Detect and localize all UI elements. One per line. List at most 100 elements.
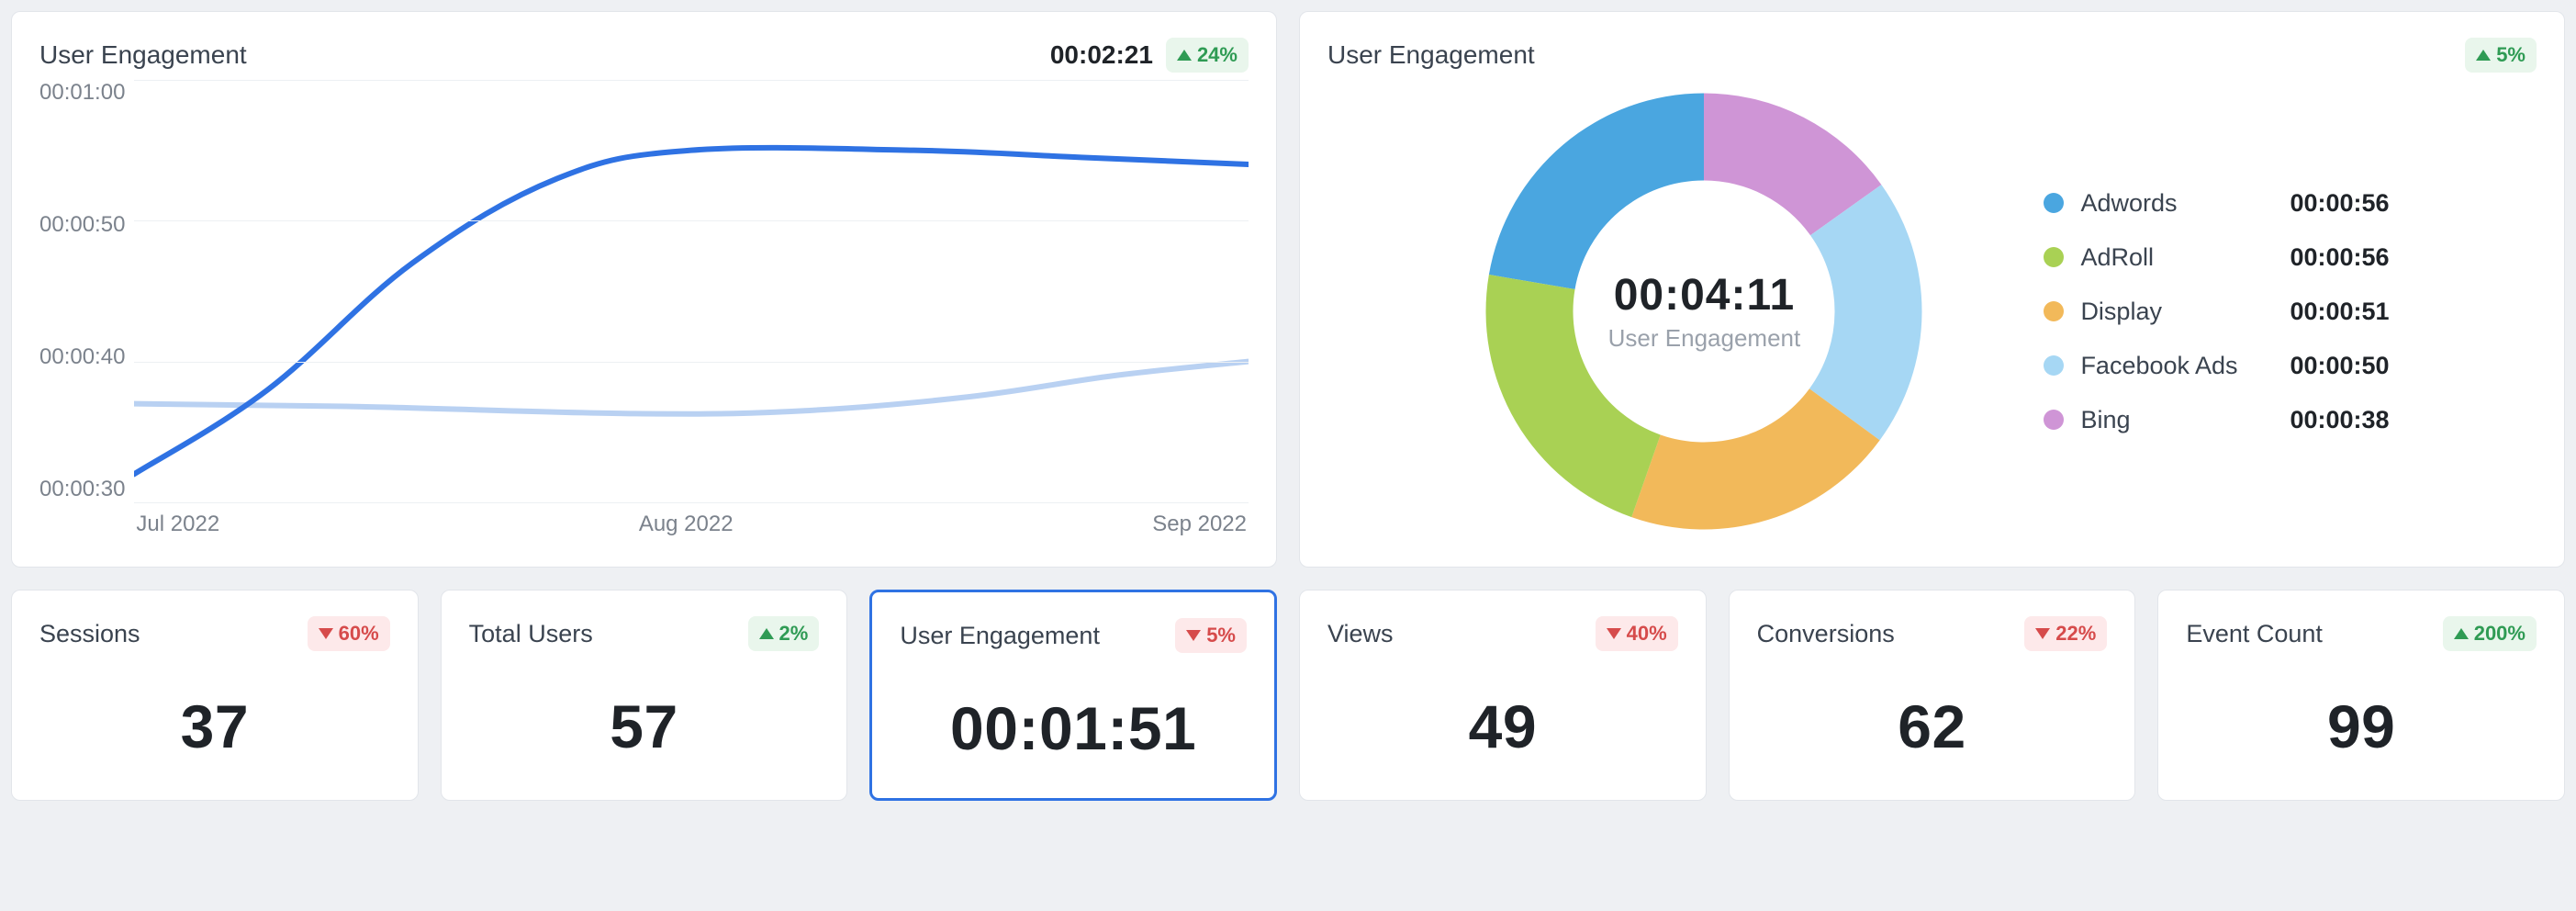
donut-center-label: User Engagement [1608, 324, 1801, 353]
kpi-card-views[interactable]: Views 40% 49 [1299, 590, 1707, 801]
trend-badge: 60% [308, 616, 390, 651]
kpi-card-user-engagement[interactable]: User Engagement 5% 00:01:51 [869, 590, 1277, 801]
card-header-right: 5% [2465, 38, 2537, 73]
legend-row: Bing 00:00:38 [2044, 406, 2389, 434]
legend-value: 00:00:38 [2290, 406, 2389, 434]
card-title: User Engagement [1327, 40, 1535, 70]
line-series-previous [134, 362, 1249, 414]
legend-dot-icon [2044, 193, 2064, 213]
y-tick: 00:01:00 [39, 80, 125, 106]
kpi-value: 62 [1757, 692, 2108, 761]
caret-down-icon [2035, 628, 2050, 639]
trend-badge: 24% [1166, 38, 1249, 73]
donut-wrap: 00:04:11 User Engagement [1474, 82, 1933, 541]
kpi-title: Views [1327, 620, 1394, 648]
caret-up-icon [2454, 628, 2469, 639]
donut-slice-adwords [1489, 94, 1704, 290]
legend-value: 00:00:56 [2290, 189, 2389, 218]
kpi-card-sessions[interactable]: Sessions 60% 37 [11, 590, 419, 801]
card-header: User Engagement 5% [900, 618, 1247, 653]
trend-badge-text: 22% [2055, 622, 2096, 646]
legend-row: AdRoll 00:00:56 [2044, 243, 2389, 272]
card-header: Event Count 200% [2186, 616, 2537, 651]
legend-dot-icon [2044, 301, 2064, 321]
trend-badge-text: 60% [339, 622, 379, 646]
caret-down-icon [319, 628, 333, 639]
kpi-card-total-users[interactable]: Total Users 2% 57 [441, 590, 848, 801]
trend-badge-text: 5% [2496, 43, 2526, 67]
kpi-value: 00:01:51 [900, 693, 1247, 763]
trend-badge-text: 24% [1197, 43, 1238, 67]
legend-dot-icon [2044, 355, 2064, 376]
kpi-title: Sessions [39, 620, 140, 648]
legend-dot-icon [2044, 410, 2064, 430]
trend-badge-text: 200% [2474, 622, 2526, 646]
kpi-title: User Engagement [900, 622, 1100, 650]
x-tick: Sep 2022 [1152, 512, 1247, 537]
legend-label: Display [2080, 298, 2273, 326]
card-header: User Engagement 00:02:21 24% [39, 38, 1249, 73]
line-chart-plot [134, 80, 1249, 502]
trend-badge: 200% [2443, 616, 2537, 651]
gridline [134, 80, 1249, 81]
donut-center-value: 00:04:11 [1608, 270, 1801, 321]
caret-up-icon [1177, 50, 1192, 61]
line-chart-head-value: 00:02:21 [1050, 40, 1153, 70]
gridline [134, 362, 1249, 363]
trend-badge: 5% [2465, 38, 2537, 73]
trend-badge: 5% [1175, 618, 1247, 653]
trend-badge-text: 5% [1206, 624, 1236, 647]
kpi-value: 37 [39, 692, 390, 761]
trend-badge-text: 2% [779, 622, 809, 646]
y-tick: 00:00:40 [39, 344, 125, 370]
y-axis: 00:01:00 00:00:50 00:00:40 00:00:30 [39, 80, 134, 502]
legend-label: Bing [2080, 406, 2273, 434]
y-tick: 00:00:30 [39, 477, 125, 502]
legend-value: 00:00:51 [2290, 298, 2389, 326]
gridline [134, 502, 1249, 503]
caret-up-icon [2476, 50, 2491, 61]
kpi-card-conversions[interactable]: Conversions 22% 62 [1729, 590, 2136, 801]
legend-row: Display 00:00:51 [2044, 298, 2389, 326]
legend-label: AdRoll [2080, 243, 2273, 272]
card-header: Sessions 60% [39, 616, 390, 651]
donut-body: 00:04:11 User Engagement Adwords 00:00:56… [1327, 82, 2537, 541]
legend-value: 00:00:50 [2290, 352, 2389, 380]
trend-badge: 22% [2024, 616, 2107, 651]
line-chart-body: 00:01:00 00:00:50 00:00:40 00:00:30 Jul 202… [39, 80, 1249, 537]
trend-badge: 2% [748, 616, 820, 651]
gridline [134, 220, 1249, 221]
card-header: User Engagement 5% [1327, 38, 2537, 73]
engagement-line-chart-card: User Engagement 00:02:21 24% 00:01:0000:… [11, 11, 1277, 568]
trend-badge-text: 40% [1627, 622, 1667, 646]
x-tick: Aug 2022 [639, 512, 734, 537]
trend-badge: 40% [1596, 616, 1678, 651]
x-tick: Jul 2022 [136, 512, 219, 537]
legend-row: Adwords 00:00:56 [2044, 189, 2389, 218]
legend-label: Facebook Ads [2080, 352, 2273, 380]
card-header: Views 40% [1327, 616, 1678, 651]
plot-wrap: Jul 2022 Aug 2022 Sep 2022 [134, 80, 1249, 537]
donut-legend: Adwords 00:00:56 AdRoll 00:00:56 Display 00:0… [2044, 189, 2389, 434]
legend-row: Facebook Ads 00:00:50 [2044, 352, 2389, 380]
donut-center: 00:04:11 User Engagement [1608, 270, 1801, 353]
x-axis: Jul 2022 Aug 2022 Sep 2022 [134, 512, 1249, 537]
line-series-current [134, 148, 1249, 474]
legend-value: 00:00:56 [2290, 243, 2389, 272]
kpi-title: Event Count [2186, 620, 2323, 648]
legend-label: Adwords [2080, 189, 2273, 218]
kpi-value: 99 [2186, 692, 2537, 761]
kpi-title: Total Users [469, 620, 593, 648]
caret-up-icon [759, 628, 774, 639]
y-tick: 00:00:50 [39, 212, 125, 238]
kpi-card-event-count[interactable]: Event Count 200% 99 [2157, 590, 2565, 801]
card-header-right: 00:02:21 24% [1050, 38, 1249, 73]
legend-dot-icon [2044, 247, 2064, 267]
kpi-value: 57 [469, 692, 820, 761]
caret-down-icon [1607, 628, 1621, 639]
card-header: Conversions 22% [1757, 616, 2108, 651]
card-title: User Engagement [39, 40, 247, 70]
kpi-value: 49 [1327, 692, 1678, 761]
caret-down-icon [1186, 630, 1201, 641]
kpi-title: Conversions [1757, 620, 1895, 648]
